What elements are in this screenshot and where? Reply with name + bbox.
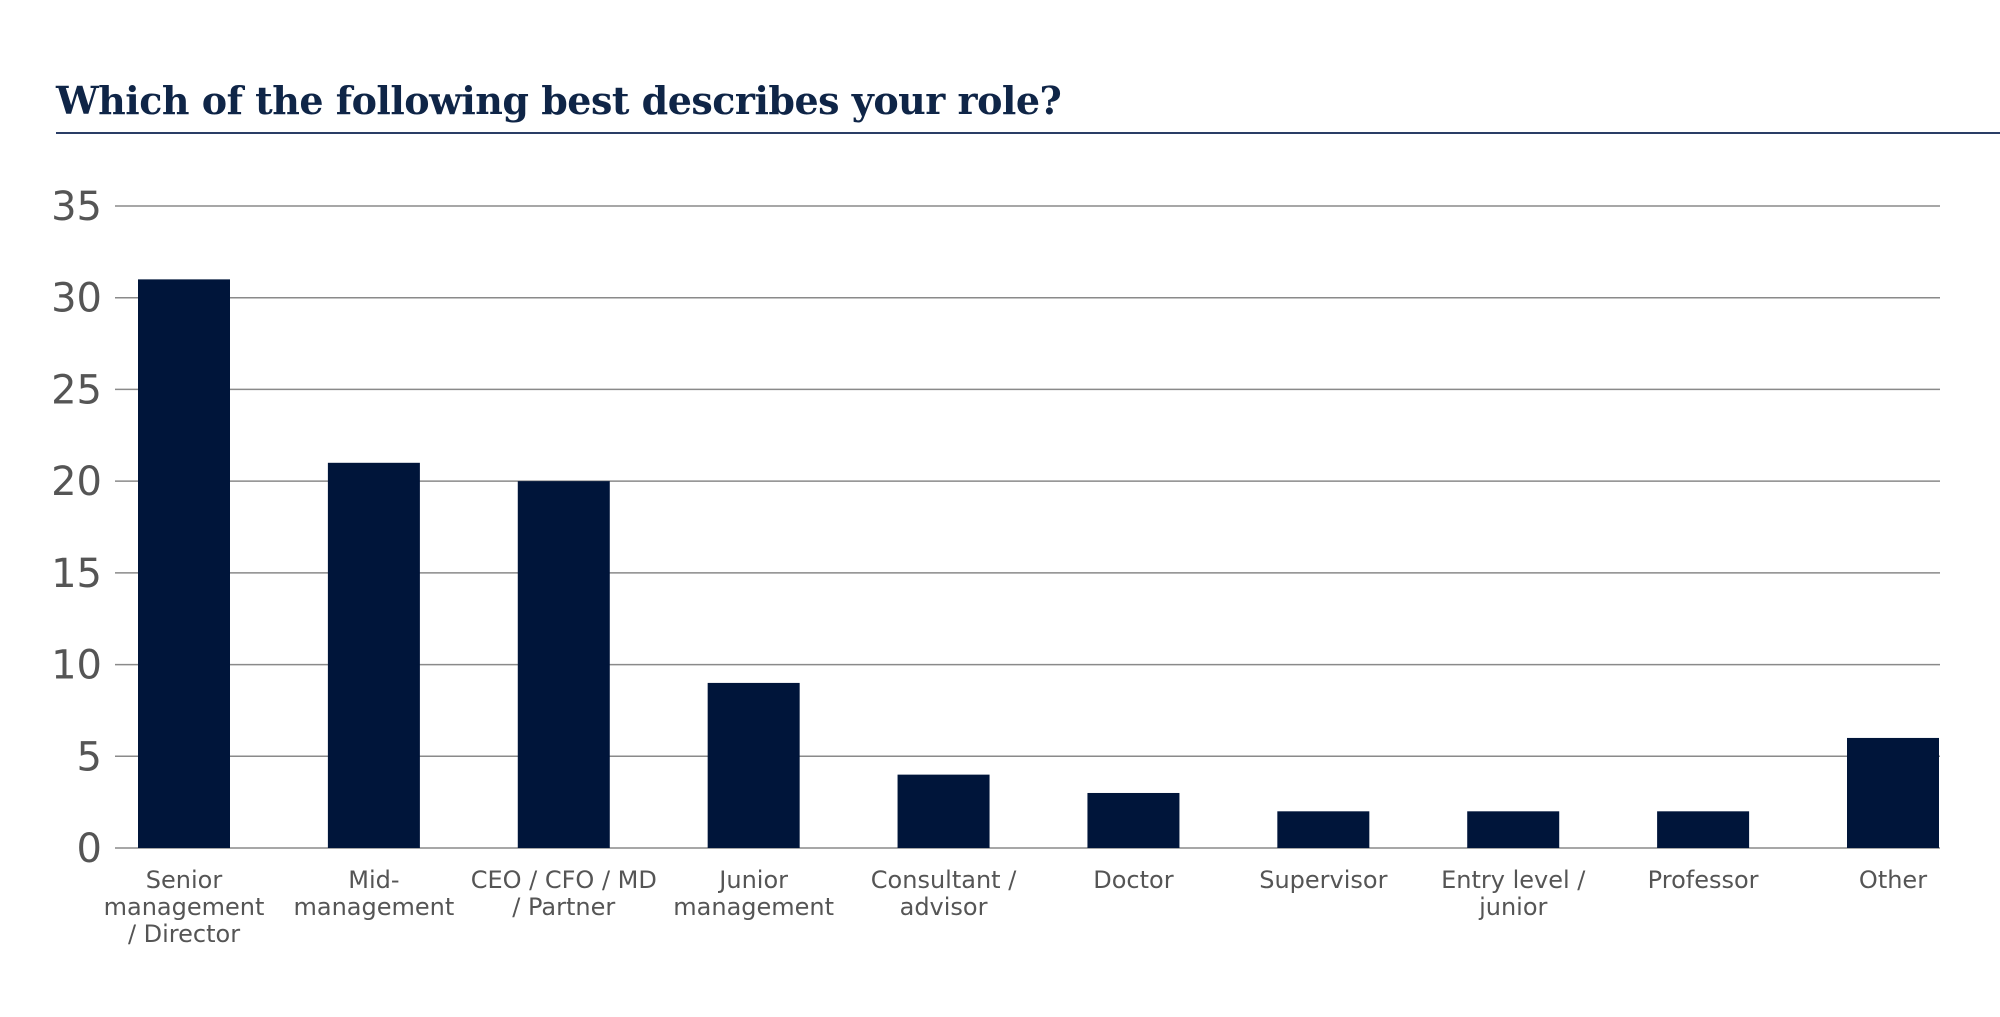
x-category-label-line: Consultant / [871,866,1017,894]
x-category-label-line: Mid- [348,866,399,894]
x-category-label: Professor [1648,866,1759,894]
bar [1847,737,1939,848]
bar [1277,811,1370,848]
x-category-label-line: Other [1859,866,1927,894]
x-category-label: Junior management [673,866,834,921]
y-tick-label: 20 [51,459,102,505]
x-category-label: Mid-management [293,866,454,921]
x-axis-category-labels: Senior management / DirectorMid-management… [104,866,1928,948]
x-category-label-line: Entry level / [1441,866,1586,894]
y-tick-label: 0 [77,826,102,872]
x-category-label-line: Junior [717,866,788,894]
y-tick-label: 15 [51,551,102,597]
y-axis-ticks: 0 5 10 15 20 25 30 35 [51,184,102,872]
y-tick-label: 10 [51,643,102,689]
bar [327,462,420,848]
x-category-label-line: CEO / CFO / MD [471,866,657,894]
x-category-label-line: Doctor [1093,866,1173,894]
x-category-label-line: Supervisor [1259,866,1387,894]
bar [1467,811,1560,848]
x-category-label-line: management [673,893,834,921]
x-category-label-line: junior [1478,893,1547,921]
bar [1657,811,1750,848]
x-category-label: Senior management / Director [104,866,265,948]
x-category-label-line: / Partner [512,893,615,921]
x-category-label: Entry level / junior [1441,866,1586,921]
x-category-label: Other [1859,866,1927,894]
y-tick-label: 5 [77,734,102,780]
x-category-label-line: Professor [1648,866,1759,894]
bar [897,774,990,848]
y-tick-label: 25 [51,367,102,413]
bar [1087,792,1180,848]
x-category-label: CEO / CFO / MD / Partner [471,866,657,921]
title-underline [56,132,2000,134]
bar [517,481,610,848]
bars [138,279,1939,848]
bar [707,682,800,848]
x-category-label: Consultant / advisor [871,866,1017,921]
x-category-label-line: management [104,893,265,921]
x-category-label-line: management [293,893,454,921]
y-tick-label: 30 [51,276,102,322]
x-category-label-line: advisor [900,893,988,921]
x-category-label-line: / Director [128,920,240,948]
x-category-label-line: Senior [146,866,223,894]
y-tick-label: 35 [51,184,102,230]
chart-title: Which of the following best describes yo… [56,78,1062,123]
bar [138,279,230,848]
x-category-label: Supervisor [1259,866,1387,894]
x-category-label: Doctor [1093,866,1173,894]
